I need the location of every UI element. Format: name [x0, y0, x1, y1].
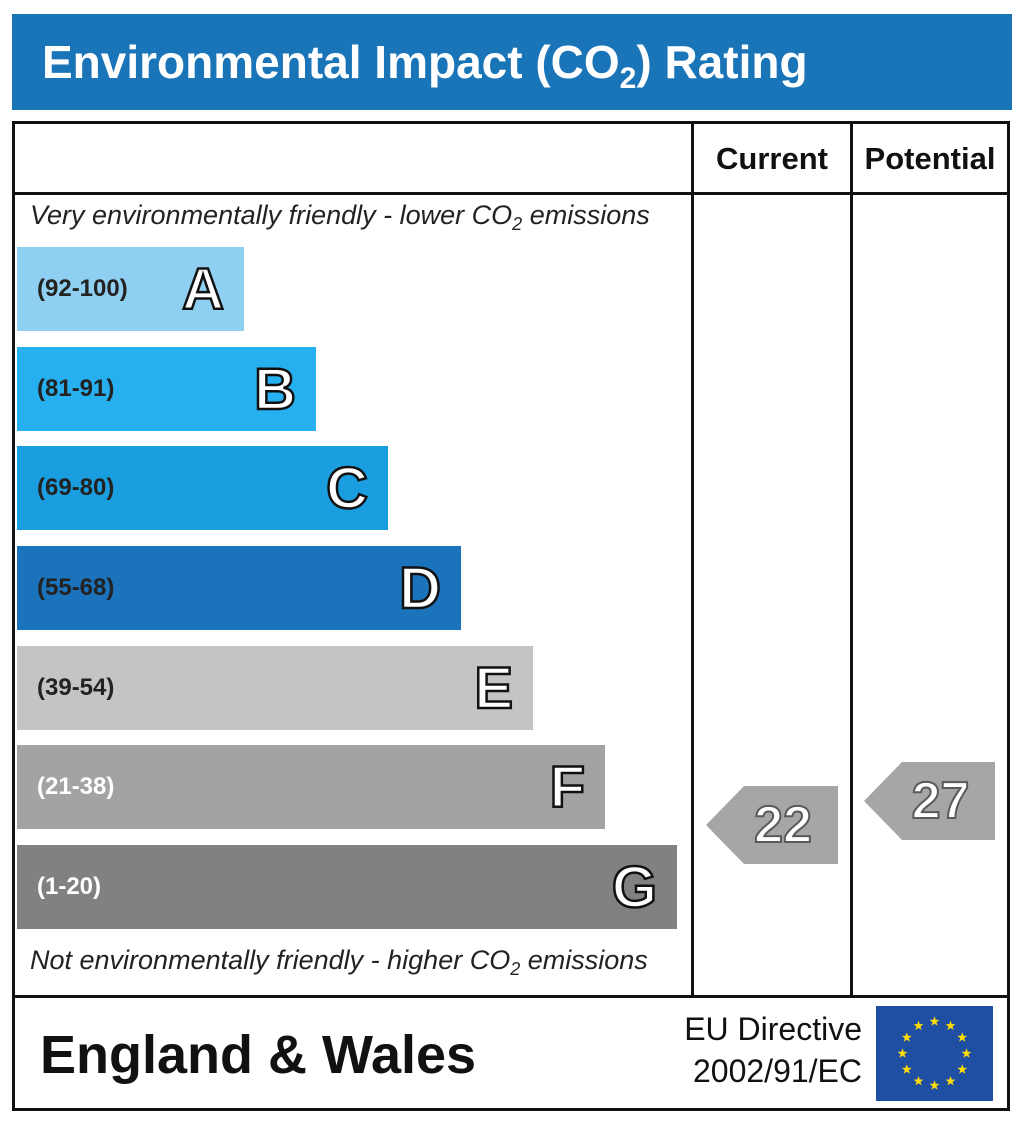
current-column-divider [691, 121, 694, 998]
caption-top-part-1: Very environmentally friendly - lower CO [30, 200, 513, 230]
caption-bottom-subscript: 2 [510, 959, 521, 979]
eu-directive-line-2: 2002/91/EC [692, 1053, 862, 1089]
band-f-range: (21-38) [37, 773, 115, 800]
region-label: England & Wales [40, 1025, 477, 1085]
current-rating-value: 22 [753, 795, 813, 855]
rating-table-frame [12, 121, 1010, 1111]
band-d-range: (55-68) [37, 574, 115, 601]
band-f: (21-38) F [17, 745, 605, 829]
band-c-letter: C [325, 455, 369, 523]
band-g: (1-20) G [17, 845, 677, 929]
band-a-range: (92-100) [37, 275, 128, 302]
caption-top-part-2: emissions [522, 200, 650, 230]
band-e: (39-54) E [17, 646, 533, 730]
potential-column-divider [850, 121, 853, 998]
column-header-current: Current [716, 141, 828, 176]
chart-title: Environmental Impact (CO2) Rating [42, 14, 808, 110]
band-a-letter: A [181, 256, 225, 324]
band-c-range: (69-80) [37, 474, 115, 501]
eu-star [961, 1048, 972, 1058]
footer-divider [12, 995, 1010, 998]
band-e-letter: E [473, 655, 514, 723]
header-divider [12, 192, 1010, 195]
eu-directive-line-1: EU Directive [684, 1011, 862, 1047]
eu-star [913, 1076, 924, 1086]
title-bar: Environmental Impact (CO2) Rating [12, 14, 1012, 110]
eu-star [929, 1016, 940, 1026]
eu-star [897, 1048, 908, 1058]
caption-bottom: Not environmentally friendly - higher CO… [30, 945, 648, 980]
eu-star [901, 1064, 912, 1074]
band-b-letter: B [253, 356, 297, 424]
band-d: (55-68) D [17, 546, 461, 630]
band-e-range: (39-54) [37, 674, 115, 701]
eu-directive: EU Directive 2002/91/EC [650, 1008, 862, 1092]
current-rating-marker: 22 [706, 786, 838, 864]
caption-bottom-part-2: emissions [520, 945, 648, 975]
band-b-range: (81-91) [37, 375, 115, 402]
band-b: (81-91) B [17, 347, 316, 431]
column-header-potential: Potential [864, 141, 996, 176]
band-g-letter: G [611, 854, 659, 922]
eu-star [913, 1020, 924, 1030]
band-f-letter: F [548, 754, 586, 822]
caption-top-subscript: 2 [512, 214, 523, 234]
eu-star [957, 1064, 968, 1074]
band-d-letter: D [398, 555, 442, 623]
title-subscript: 2 [619, 62, 637, 95]
eu-star [945, 1076, 956, 1086]
caption-top: Very environmentally friendly - lower CO… [30, 200, 650, 235]
eu-flag-icon [876, 1006, 993, 1101]
eu-star [929, 1080, 940, 1090]
potential-rating-value: 27 [911, 771, 971, 831]
title-part-1: Environmental Impact (CO [42, 36, 620, 88]
potential-rating-marker: 27 [864, 762, 995, 840]
title-part-2: ) Rating [636, 36, 808, 88]
eu-star [901, 1032, 912, 1042]
band-a: (92-100) A [17, 247, 244, 331]
caption-bottom-part-1: Not environmentally friendly - higher CO [30, 945, 511, 975]
potential-arrow-shape [864, 762, 995, 840]
band-c: (69-80) C [17, 446, 388, 530]
band-g-range: (1-20) [37, 873, 102, 900]
current-arrow-shape [706, 786, 838, 864]
eu-star [945, 1020, 956, 1030]
eu-star [957, 1032, 968, 1042]
